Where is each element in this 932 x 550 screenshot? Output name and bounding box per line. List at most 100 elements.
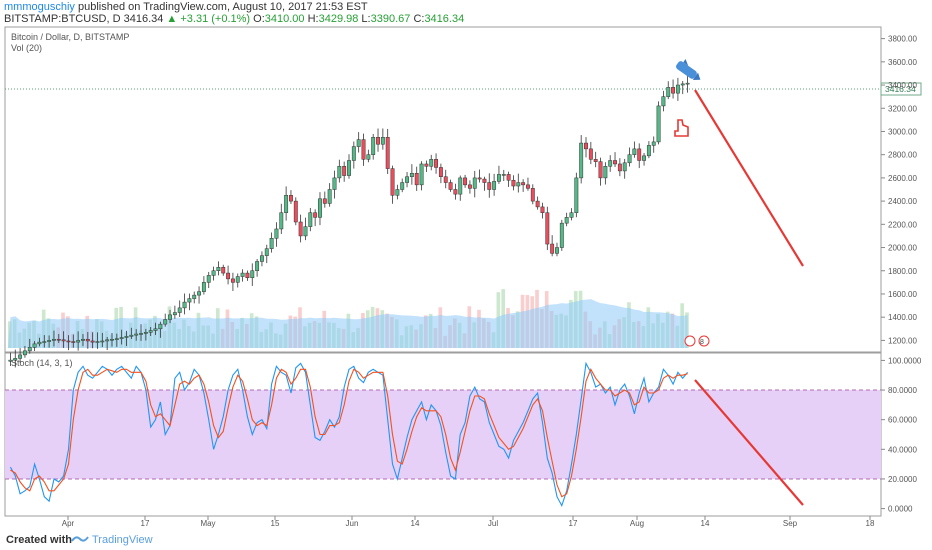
candle-body xyxy=(13,358,18,361)
candle-body xyxy=(685,82,690,85)
candle xyxy=(313,209,318,227)
candle xyxy=(240,269,245,282)
candle xyxy=(177,300,182,317)
candle-body xyxy=(298,221,303,237)
last-price: 3416.34 xyxy=(123,13,164,25)
candle xyxy=(666,81,671,100)
candle-body xyxy=(511,179,516,187)
candle xyxy=(351,141,356,169)
candle xyxy=(671,79,676,99)
candle xyxy=(574,172,579,218)
candle xyxy=(168,309,172,324)
candle xyxy=(332,170,337,199)
candle xyxy=(342,161,347,182)
candle xyxy=(163,313,168,327)
candle xyxy=(114,333,119,347)
candle xyxy=(472,170,477,198)
candle-body xyxy=(221,267,226,274)
candle-body xyxy=(414,173,419,186)
candle-body xyxy=(235,276,240,283)
candle xyxy=(216,261,221,276)
x-tick-label: 17 xyxy=(569,519,578,528)
close-value: 3416.34 xyxy=(424,13,465,25)
candle xyxy=(18,348,23,363)
x-tick-label: 17 xyxy=(141,519,150,528)
chart-header: mmmoguschiy published on TradingView.com… xyxy=(0,0,932,26)
price-pane xyxy=(4,26,882,353)
candle xyxy=(361,133,366,166)
rocket-icon xyxy=(676,59,701,80)
candle-body xyxy=(8,359,13,362)
price-tick-label: 2000.00 xyxy=(888,244,917,253)
candle xyxy=(414,166,419,191)
candle xyxy=(298,214,303,243)
candle xyxy=(192,291,197,304)
stoch-trend-line[interactable] xyxy=(694,379,804,506)
stoch-tick-label: 0.0000 xyxy=(888,505,913,514)
change-value: ▲ +3.31 (+0.1%) xyxy=(166,13,251,25)
candle-body xyxy=(472,177,477,189)
tradingview-brand[interactable]: TradingView xyxy=(92,534,153,546)
candle xyxy=(477,169,482,183)
candle-body xyxy=(322,198,327,204)
candle xyxy=(255,258,260,277)
candle xyxy=(637,143,642,169)
candle-body xyxy=(671,87,676,94)
candle xyxy=(651,136,656,153)
candle xyxy=(250,263,255,286)
candle xyxy=(685,75,690,93)
candle-body xyxy=(448,182,453,190)
candle-body xyxy=(617,163,622,172)
price-tick-label: 2800.00 xyxy=(888,151,917,160)
candle-body xyxy=(226,272,231,280)
candle xyxy=(129,327,134,340)
candle xyxy=(76,331,81,351)
candle xyxy=(172,305,177,319)
candle xyxy=(516,173,521,193)
low-value: 3390.67 xyxy=(370,13,411,25)
candle-body xyxy=(163,319,168,325)
candle-body xyxy=(119,337,124,339)
candle-body xyxy=(666,87,671,97)
stoch-tick-label: 80.0000 xyxy=(888,386,917,395)
candle-body xyxy=(559,222,564,248)
volume-ma-area xyxy=(8,299,688,348)
candle xyxy=(42,335,47,348)
candle-body xyxy=(182,301,187,309)
candle xyxy=(376,128,380,152)
candle xyxy=(293,197,298,226)
author-link[interactable]: mmmoguschiy xyxy=(4,1,75,13)
candle xyxy=(211,266,216,281)
price-tick-label: 3600.00 xyxy=(888,58,917,67)
candle-body xyxy=(308,212,313,227)
candle xyxy=(453,183,458,200)
candle xyxy=(521,179,526,192)
candle xyxy=(61,331,66,348)
candle-body xyxy=(530,188,535,202)
candle-body xyxy=(579,142,584,179)
candle-body xyxy=(376,137,380,145)
chart-title: Bitcoin / Dollar, D, BITSTAMP xyxy=(11,32,129,42)
candle xyxy=(424,160,429,172)
candle xyxy=(81,334,85,347)
candle xyxy=(337,159,342,183)
candle xyxy=(52,330,56,347)
candle-body xyxy=(453,189,458,195)
candle-body xyxy=(32,343,37,348)
candle-body xyxy=(124,336,129,338)
candle-body xyxy=(366,154,371,160)
candle-body xyxy=(255,261,260,272)
x-tick-label: Jul xyxy=(488,519,498,528)
candle-body xyxy=(114,338,119,340)
candle-body xyxy=(385,137,390,169)
candle-body xyxy=(71,341,76,343)
price-trend-line[interactable] xyxy=(694,89,804,267)
candle-body xyxy=(143,332,148,334)
publish-line: mmmoguschiy published on TradingView.com… xyxy=(4,1,368,13)
x-tick-label: Sep xyxy=(783,519,798,528)
candle-body xyxy=(675,84,680,94)
candle xyxy=(71,334,76,348)
candle-body xyxy=(361,139,366,160)
candle xyxy=(322,191,327,208)
